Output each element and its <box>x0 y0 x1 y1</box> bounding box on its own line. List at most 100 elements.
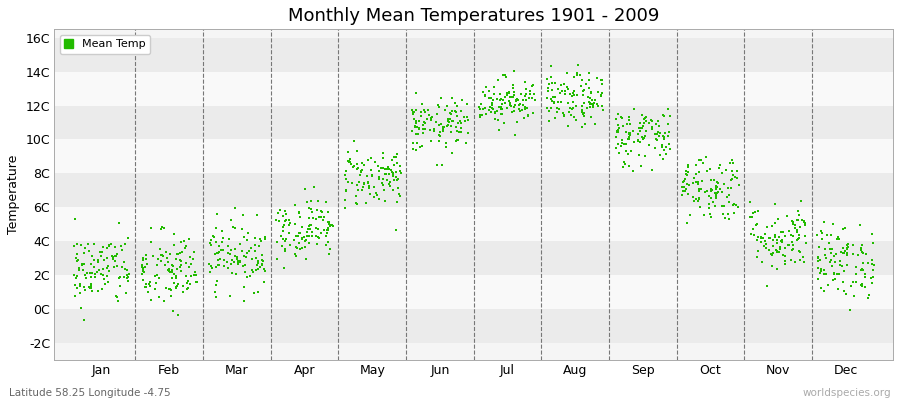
Point <box>292 246 307 252</box>
Point <box>86 256 101 263</box>
Point <box>865 231 879 237</box>
Point <box>69 241 84 248</box>
Point <box>103 268 117 274</box>
Point <box>278 248 293 254</box>
Point <box>204 237 219 244</box>
Point <box>703 210 717 217</box>
Point <box>636 120 651 126</box>
Point <box>716 210 731 217</box>
Point <box>768 234 782 240</box>
Point <box>378 171 392 178</box>
Point <box>174 268 188 275</box>
Point <box>168 284 183 290</box>
Point <box>485 96 500 103</box>
Point <box>277 238 292 244</box>
Point <box>484 95 499 101</box>
Point <box>373 168 387 174</box>
Point <box>676 187 690 194</box>
Point <box>799 239 814 246</box>
Point <box>117 274 131 280</box>
Point <box>743 214 758 220</box>
Point <box>688 196 703 202</box>
Point <box>122 235 136 242</box>
Point <box>649 131 663 138</box>
Point <box>581 94 596 100</box>
Point <box>187 272 202 278</box>
Point <box>436 124 451 130</box>
Point <box>158 249 173 256</box>
Point <box>174 250 188 257</box>
Point <box>751 248 765 254</box>
Point <box>622 163 636 169</box>
Point <box>250 259 265 266</box>
Point <box>79 275 94 282</box>
Point <box>753 238 768 245</box>
Point <box>72 267 86 273</box>
Point <box>276 224 291 230</box>
Point <box>120 267 134 273</box>
Point <box>765 223 779 229</box>
Point <box>76 250 91 256</box>
Point <box>581 85 596 91</box>
Point <box>827 270 842 277</box>
Point <box>180 280 194 286</box>
Point <box>751 234 765 240</box>
Point <box>209 238 223 245</box>
Point <box>142 283 157 290</box>
Point <box>746 210 760 216</box>
Point <box>564 106 579 112</box>
Bar <box>54 173 893 207</box>
Point <box>615 137 629 143</box>
Point <box>289 252 303 259</box>
Point <box>221 243 236 249</box>
Point <box>91 288 105 295</box>
Point <box>162 268 176 274</box>
Point <box>865 280 879 286</box>
Point <box>622 130 636 137</box>
Point <box>184 273 199 279</box>
Point <box>230 261 245 268</box>
Point <box>92 267 106 274</box>
Point <box>778 261 792 267</box>
Point <box>778 245 792 252</box>
Point <box>122 271 137 277</box>
Point <box>237 234 251 240</box>
Point <box>549 108 563 115</box>
Point <box>212 249 226 255</box>
Point <box>175 238 189 245</box>
Point <box>578 121 592 128</box>
Point <box>825 277 840 283</box>
Point <box>112 283 127 290</box>
Point <box>811 258 825 264</box>
Point <box>792 211 806 218</box>
Point <box>719 167 733 173</box>
Point <box>386 171 400 177</box>
Point <box>817 267 832 274</box>
Point <box>507 68 521 74</box>
Point <box>247 289 261 296</box>
Point <box>523 88 537 94</box>
Point <box>427 126 441 133</box>
Point <box>830 270 844 277</box>
Point <box>350 166 365 172</box>
Point <box>338 187 353 193</box>
Point <box>443 116 457 122</box>
Point <box>482 107 496 113</box>
Point <box>691 179 706 186</box>
Point <box>731 204 745 210</box>
Point <box>188 279 202 285</box>
Point <box>158 262 172 268</box>
Point <box>135 262 149 268</box>
Point <box>163 251 177 258</box>
Point <box>725 160 740 166</box>
Point <box>770 216 785 222</box>
Point <box>69 285 84 291</box>
Point <box>106 254 121 261</box>
Point <box>381 176 395 183</box>
Point <box>814 228 828 234</box>
Point <box>361 179 375 186</box>
Point <box>386 173 400 180</box>
Point <box>691 181 706 188</box>
Point <box>715 170 729 176</box>
Point <box>108 258 122 264</box>
